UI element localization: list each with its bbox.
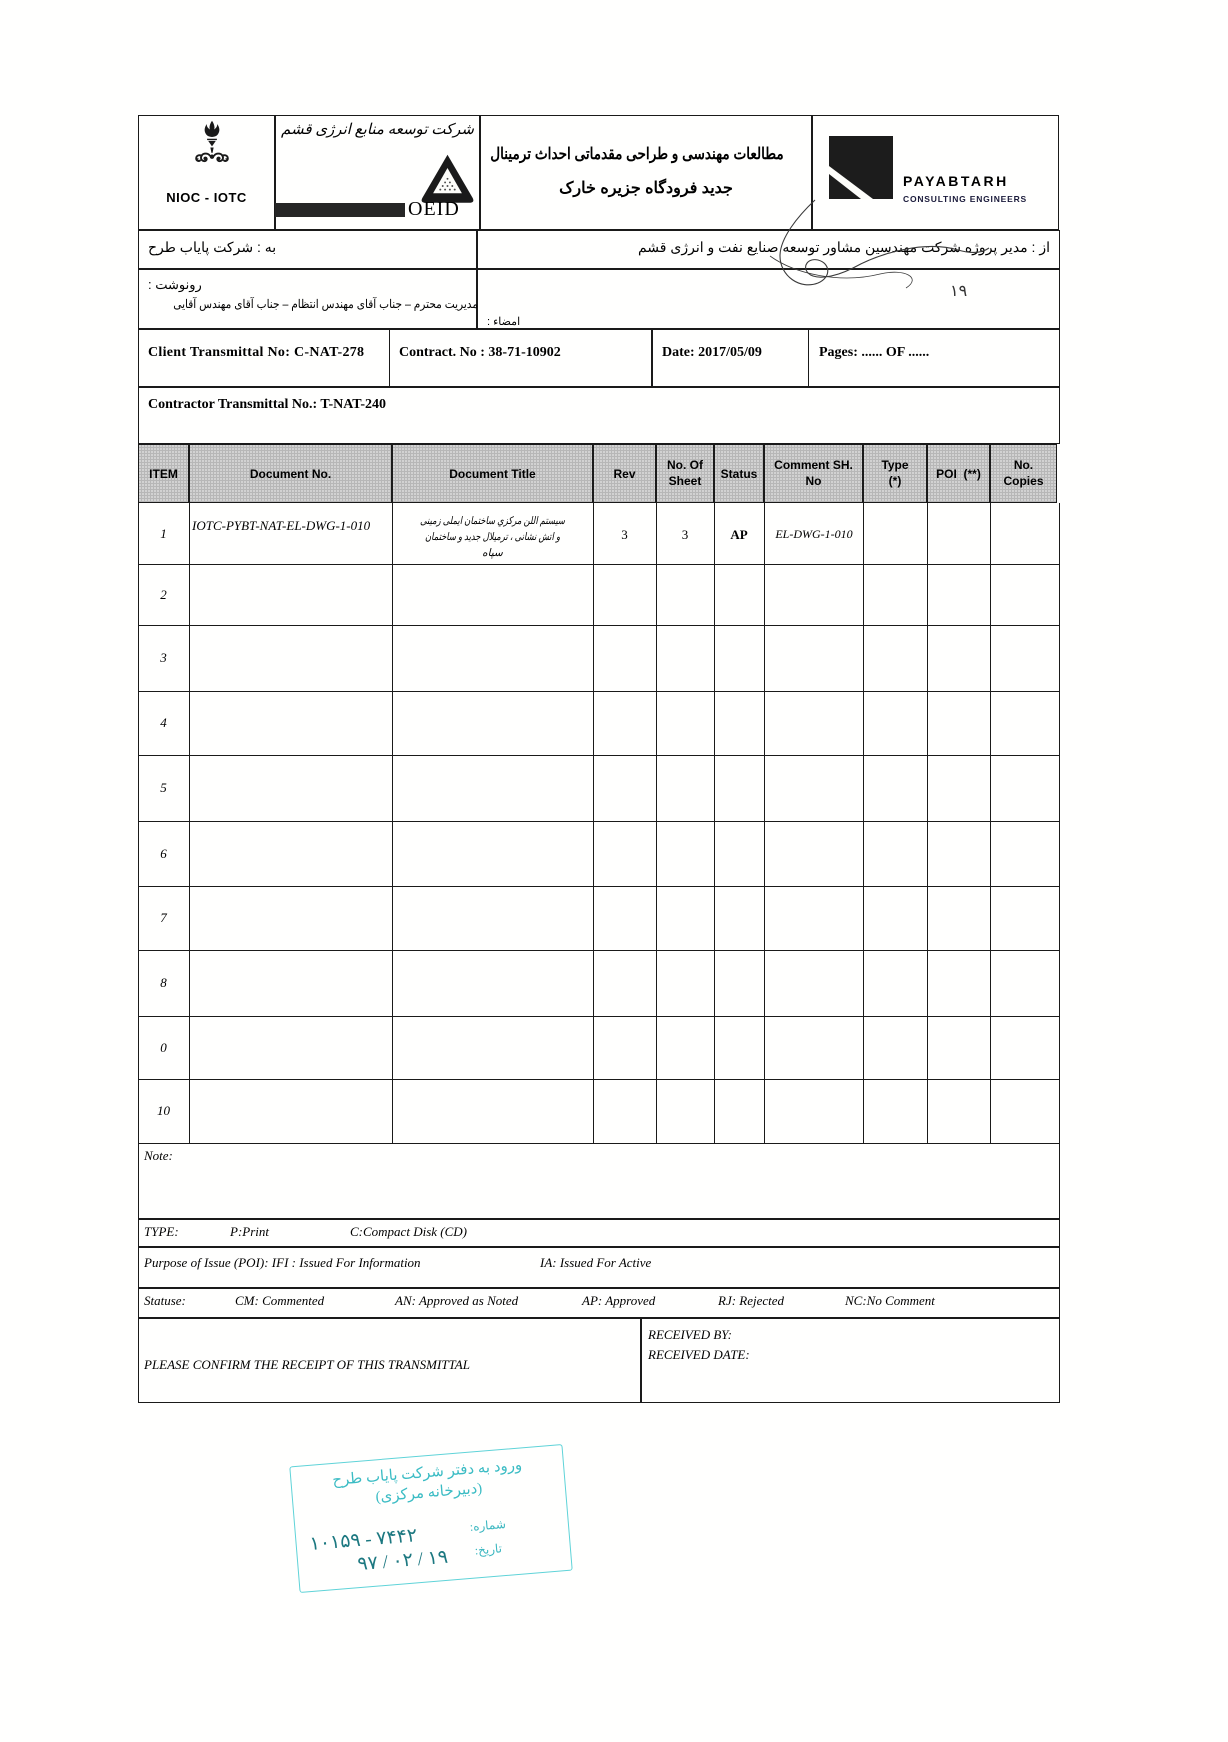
svg-text:۱۹: ۱۹ (950, 283, 967, 300)
